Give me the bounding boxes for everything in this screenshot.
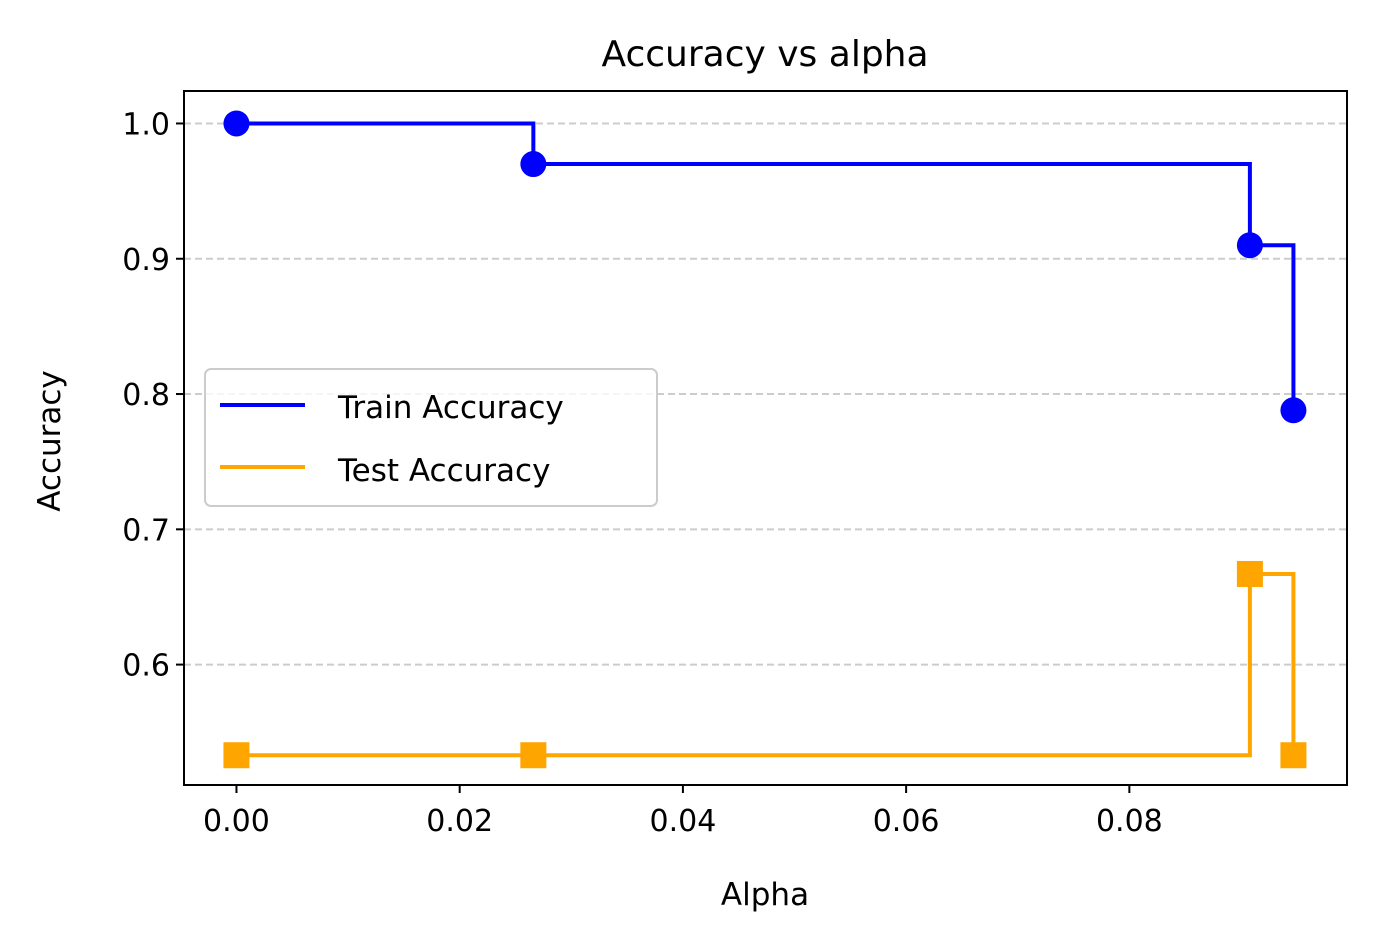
series-line — [236, 121, 1296, 411]
data-point — [1280, 742, 1307, 769]
data-point — [1236, 232, 1263, 259]
y-tick-label: 0.7 — [122, 513, 170, 548]
y-tick-label: 0.8 — [122, 378, 170, 413]
legend-box — [204, 368, 658, 507]
legend-label-train: Train Accuracy — [337, 390, 564, 426]
data-point — [223, 110, 250, 137]
y-tick-label: 0.6 — [122, 649, 170, 684]
series-line — [236, 571, 1296, 758]
legend-label-test: Test Accuracy — [337, 453, 550, 489]
data-point — [1236, 560, 1263, 587]
y-tick-label: 0.9 — [122, 243, 170, 278]
data-point — [223, 742, 250, 769]
plot-frame — [183, 90, 1348, 786]
data-point — [1280, 397, 1307, 424]
plot-series — [223, 110, 1307, 769]
x-tick-label: 0.04 — [650, 804, 717, 839]
legend: Train Accuracy Test Accuracy — [204, 368, 658, 507]
x-tick-label: 0.06 — [873, 804, 940, 839]
data-point — [520, 151, 547, 178]
data-point — [520, 742, 547, 769]
x-tick-label: 0.00 — [203, 804, 270, 839]
chart-title: Accuracy vs alpha — [601, 34, 928, 75]
x-axis-ticks: 0.00 0.02 0.04 0.06 0.08 — [203, 785, 1163, 839]
y-axis-ticks: 0.6 0.7 0.8 0.9 1.0 — [122, 107, 184, 684]
x-tick-label: 0.08 — [1096, 804, 1163, 839]
x-tick-label: 0.02 — [426, 804, 493, 839]
y-tick-label: 1.0 — [122, 107, 170, 142]
x-axis-label: Alpha — [721, 877, 809, 913]
y-axis-label: Accuracy — [32, 370, 68, 512]
